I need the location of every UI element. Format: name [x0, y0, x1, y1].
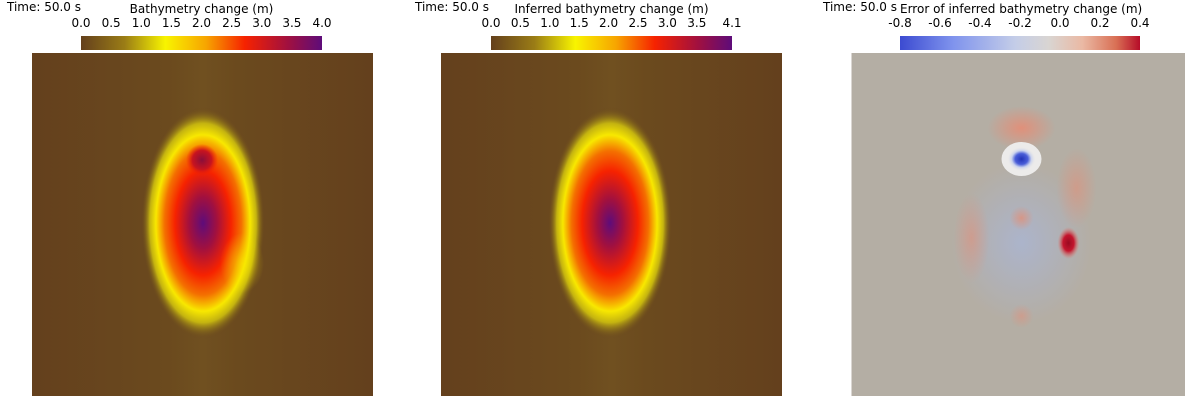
colorbar-ticks: 0.0 0.5 1.0 1.5 2.0 2.5 3.0 3.5 4.1: [491, 16, 732, 30]
tick-label: 1.0: [540, 16, 559, 30]
tick-label: 4.0: [312, 16, 331, 30]
panel-inferred-bathymetry: Time: 50.0 s Inferred bathymetry change …: [408, 0, 803, 395]
bathymetry-side-lobe: [220, 233, 264, 293]
tick-label: 2.5: [628, 16, 647, 30]
error-positive-spot: [1010, 206, 1034, 230]
tick-label: 1.5: [570, 16, 589, 30]
colorbar: [900, 36, 1140, 50]
tick-label: 2.0: [599, 16, 618, 30]
bathymetry-secondary-peak: [186, 144, 218, 176]
tick-label: 3.5: [687, 16, 706, 30]
time-label: Time: 50.0 s: [415, 0, 489, 14]
colorbar: [81, 36, 322, 50]
tick-label: 3.0: [252, 16, 271, 30]
colorbar-ticks: -0.8 -0.6 -0.4 -0.2 0.0 0.2 0.4: [900, 16, 1140, 30]
error-positive-lobe: [954, 193, 990, 283]
tick-label: 0.2: [1090, 16, 1109, 30]
tick-label: 3.5: [282, 16, 301, 30]
tick-label: 2.0: [192, 16, 211, 30]
tick-label: 0.5: [102, 16, 121, 30]
tick-label: 1.0: [132, 16, 151, 30]
error-min-spot: [1008, 147, 1036, 171]
panel-error: Time: 50.0 s Error of inferred bathymetr…: [816, 0, 1185, 395]
bathymetry-mound: [141, 107, 265, 339]
tick-label: 0.0: [71, 16, 90, 30]
error-positive-lobe: [1057, 148, 1097, 228]
colorbar-ticks: 0.0 0.5 1.0 1.5 2.0 2.5 3.0 3.5 4.0: [81, 16, 322, 30]
heatmap-plot: [849, 53, 1185, 396]
colorbar-title: Error of inferred bathymetry change (m): [900, 2, 1140, 16]
colorbar-title: Bathymetry change (m): [81, 2, 322, 16]
tick-label: 0.0: [481, 16, 500, 30]
tick-label: 0.5: [511, 16, 530, 30]
colorbar-title: Inferred bathymetry change (m): [491, 2, 732, 16]
error-max-spot: [1058, 227, 1080, 259]
tick-label: -0.4: [968, 16, 991, 30]
error-positive-spot: [1010, 304, 1034, 328]
tick-label: 0.0: [1050, 16, 1069, 30]
time-label: Time: 50.0 s: [7, 0, 81, 14]
time-label: Time: 50.0 s: [823, 0, 897, 14]
tick-label: -0.6: [928, 16, 951, 30]
tick-label: 3.0: [658, 16, 677, 30]
colorbar: [491, 36, 732, 50]
tick-label: 4.1: [722, 16, 741, 30]
tick-label: 1.5: [162, 16, 181, 30]
tick-label: -0.8: [888, 16, 911, 30]
panel-bathymetry: Time: 50.0 s Bathymetry change (m) 0.0 0…: [0, 0, 395, 395]
inferred-mound: [548, 107, 672, 339]
heatmap-plot: [441, 53, 782, 396]
tick-label: -0.2: [1008, 16, 1031, 30]
heatmap-plot: [32, 53, 373, 396]
tick-label: 0.4: [1130, 16, 1149, 30]
tick-label: 2.5: [222, 16, 241, 30]
